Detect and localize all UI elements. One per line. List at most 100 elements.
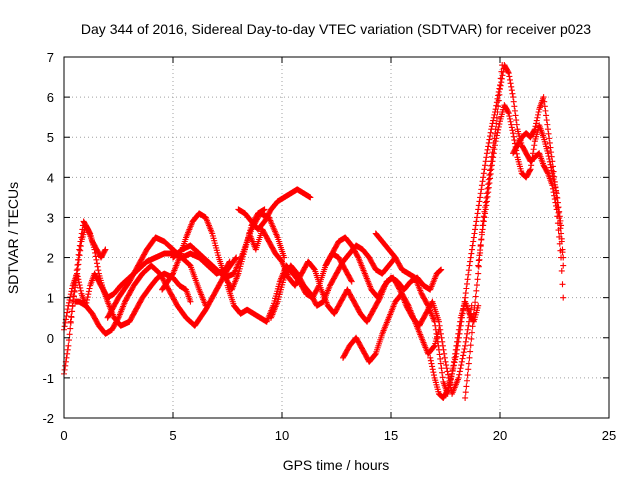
data-point [482, 199, 489, 206]
data-point [443, 365, 450, 372]
data-point [76, 282, 83, 289]
data-point [429, 363, 436, 370]
data-point [560, 262, 567, 269]
data-point [67, 294, 74, 301]
chart-title: Day 344 of 2016, Sidereal Day-to-day VTE… [81, 21, 591, 37]
data-point [459, 314, 466, 321]
data-point [462, 389, 469, 396]
data-point [428, 360, 435, 367]
data-point [497, 86, 503, 93]
data-point [475, 202, 482, 209]
data-point [548, 153, 555, 160]
data-point [67, 325, 74, 332]
data-point [475, 302, 482, 309]
data-point [459, 355, 466, 362]
data-point [554, 199, 561, 206]
y-tick-label: 5 [47, 130, 54, 145]
data-point [452, 353, 459, 360]
series-s19 [510, 94, 567, 261]
data-point [473, 282, 480, 289]
data-point [436, 267, 443, 274]
data-point [490, 154, 497, 161]
data-point [233, 254, 240, 261]
data-point [454, 342, 461, 349]
data-point [470, 234, 477, 241]
data-point [544, 126, 551, 133]
data-point [460, 349, 467, 356]
data-point [424, 301, 431, 308]
data-point [540, 94, 547, 101]
data-point [455, 374, 462, 381]
data-point [551, 173, 558, 180]
data-point [560, 254, 567, 261]
data-point [61, 323, 68, 330]
data-point [460, 302, 467, 309]
data-point [463, 383, 470, 390]
data-point [551, 178, 558, 185]
data-point [535, 109, 542, 116]
data-point [64, 309, 71, 316]
data-point [465, 271, 472, 278]
data-point [77, 247, 84, 254]
data-point [542, 107, 549, 114]
data-point [471, 230, 478, 237]
data-point [463, 285, 470, 292]
data-point [508, 121, 515, 128]
series-s8 [235, 186, 314, 233]
data-point [559, 246, 566, 253]
data-point [493, 132, 500, 139]
data-point [430, 343, 437, 350]
data-point [528, 158, 535, 165]
data-point [467, 258, 474, 265]
data-point [457, 326, 464, 333]
data-point [549, 173, 556, 180]
plot-frame [63, 56, 610, 419]
data-point [507, 80, 514, 87]
data-point [558, 238, 565, 245]
data-point [467, 342, 474, 349]
x-tick-label: 15 [384, 428, 398, 443]
data-point [348, 278, 355, 285]
data-point [554, 204, 561, 211]
data-point [531, 142, 538, 149]
data-point [84, 294, 91, 301]
data-point [69, 303, 76, 310]
data-point [498, 75, 505, 82]
data-point [445, 371, 452, 378]
data-point [459, 310, 466, 317]
data-point [452, 356, 459, 363]
series-s11 [268, 242, 399, 321]
data-point [507, 118, 514, 125]
data-point [449, 370, 456, 377]
data-point [543, 112, 550, 119]
data-point [559, 281, 566, 288]
data-point [427, 357, 434, 364]
data-point [62, 362, 69, 369]
data-point [496, 85, 503, 92]
data-point [470, 310, 477, 317]
data-point [485, 189, 492, 196]
data-point [471, 304, 478, 311]
data-point [483, 202, 490, 209]
series-s14 [344, 274, 475, 397]
data-point [549, 163, 556, 170]
axis-ticks: 0 5 10 15 20 25 -2 -1 0 1 2 3 4 5 6 7 [42, 50, 616, 443]
data-point [481, 214, 488, 221]
data-point [547, 144, 554, 151]
data-point [435, 346, 442, 353]
data-point [439, 369, 446, 376]
data-point [492, 142, 499, 149]
data-point [531, 126, 538, 133]
data-point [463, 377, 470, 384]
data-point [475, 257, 482, 264]
data-point [70, 292, 77, 299]
y-tick-label: -1 [42, 371, 54, 386]
data-point [534, 114, 541, 121]
data-point [473, 287, 480, 294]
data-point [77, 287, 84, 294]
y-tick-label: 0 [47, 331, 54, 346]
data-point [372, 351, 379, 358]
data-point [476, 252, 483, 259]
data-point [450, 362, 457, 369]
data-point [65, 342, 72, 349]
